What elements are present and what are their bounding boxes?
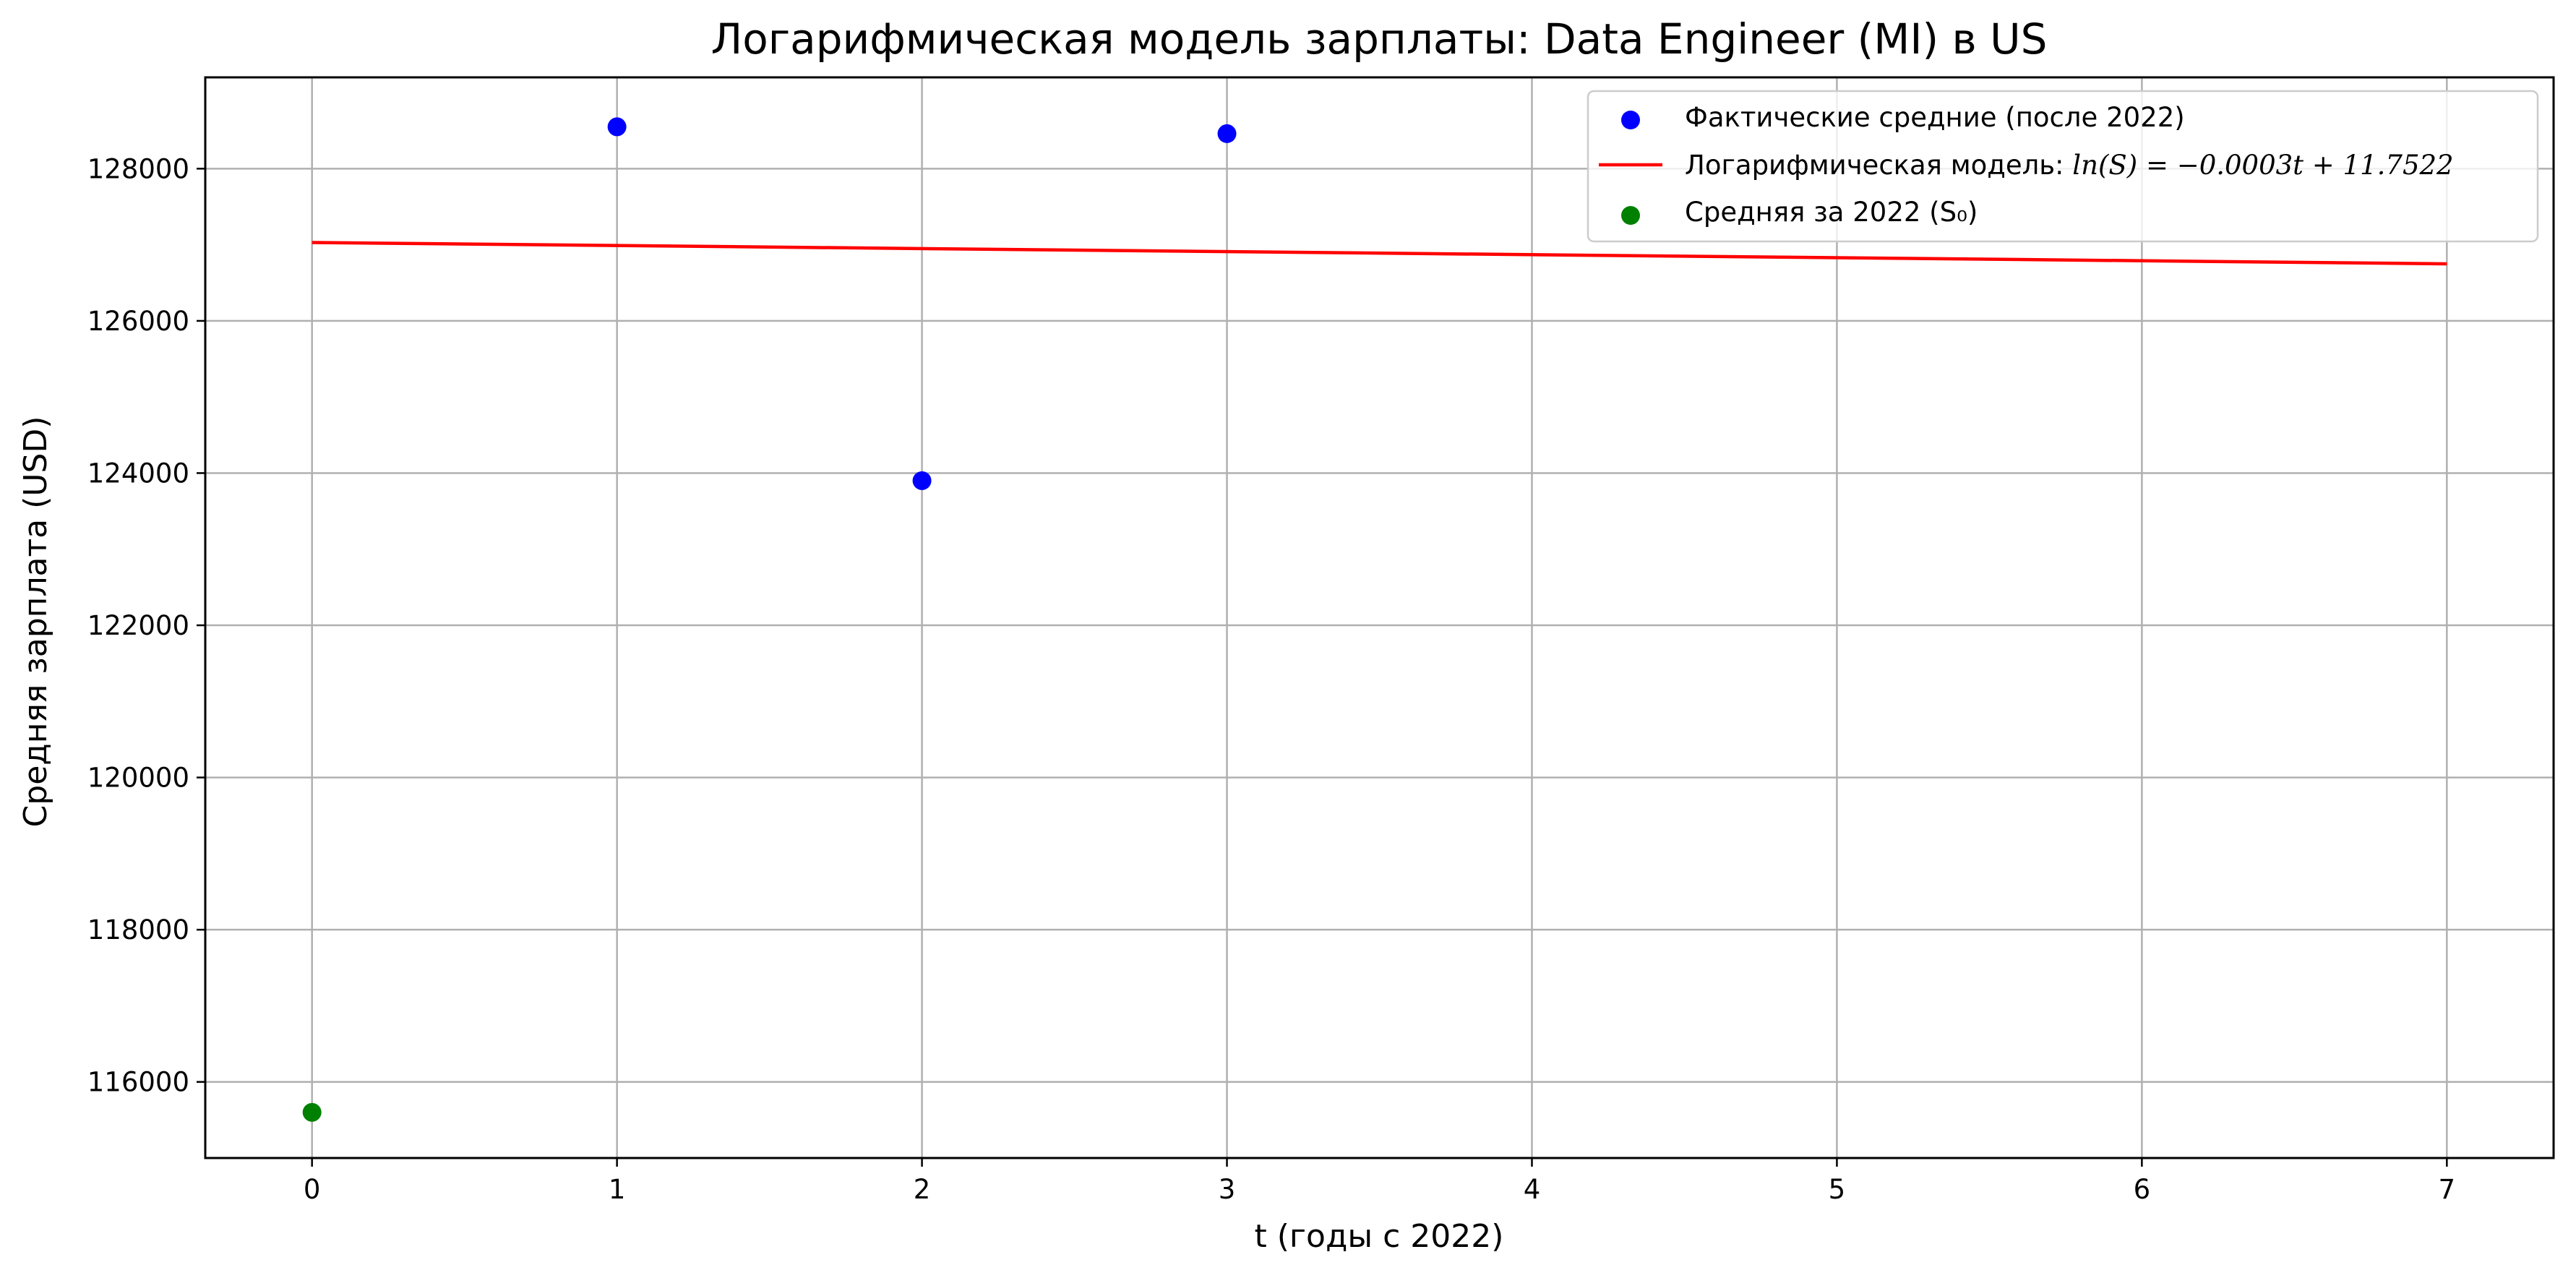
y-tick-label: 124000 — [87, 458, 189, 489]
x-axis-label: t (годы с 2022) — [1255, 1218, 1504, 1255]
y-tick-label: 122000 — [87, 610, 189, 641]
base-point — [302, 1102, 322, 1122]
y-tick-label: 128000 — [87, 153, 189, 184]
x-tick-label: 5 — [1829, 1174, 1846, 1205]
x-tick-label: 3 — [1219, 1174, 1236, 1205]
actual-point — [912, 471, 932, 490]
legend-dot-swatch — [1621, 111, 1640, 129]
plot-series — [302, 117, 2447, 1122]
legend-label-actual: Фактические средние (после 2022) — [1685, 102, 2185, 133]
actual-point — [1217, 124, 1237, 143]
y-tick-label: 120000 — [87, 763, 189, 794]
grid-lines — [205, 77, 2554, 1158]
legend-label-base: Средняя за 2022 (S₀) — [1685, 197, 1978, 228]
model-line — [312, 241, 2447, 266]
legend-box — [1587, 90, 2539, 243]
x-tick-label: 0 — [304, 1174, 321, 1205]
legend-model-formula: ln(S) = −0.0003t + 11.7522 — [2072, 150, 2453, 181]
y-tick-label: 126000 — [87, 306, 189, 337]
legend-marker-actual — [1621, 111, 1640, 129]
y-tick-label: 118000 — [87, 914, 189, 945]
plot-frame — [204, 76, 2555, 1159]
legend-label-model: Логарифмическая модель: ln(S) = −0.0003t… — [1685, 150, 2454, 181]
y-axis-label: Средняя зарплата (USD) — [17, 416, 54, 828]
x-tick-label: 7 — [2439, 1174, 2456, 1205]
x-tick-label: 4 — [1524, 1174, 1541, 1205]
axis-ticks: 0 1 2 3 4 5 6 7 116000 118000 120000 122000 124000 12… — [87, 153, 2455, 1205]
x-tick-label: 1 — [609, 1174, 626, 1205]
y-tick-label: 116000 — [87, 1067, 189, 1098]
x-tick-label: 2 — [914, 1174, 931, 1205]
legend: Фактические средние (после 2022) Логариф… — [1587, 90, 2539, 243]
legend-model-prefix: Логарифмическая модель: — [1685, 150, 2072, 181]
chart-title: Логарифмическая модель зарплаты: Data En… — [711, 14, 2048, 64]
x-tick-label: 6 — [2134, 1174, 2151, 1205]
legend-dot-swatch — [1621, 206, 1640, 225]
legend-marker-base — [1621, 206, 1640, 225]
actual-point — [607, 117, 627, 137]
